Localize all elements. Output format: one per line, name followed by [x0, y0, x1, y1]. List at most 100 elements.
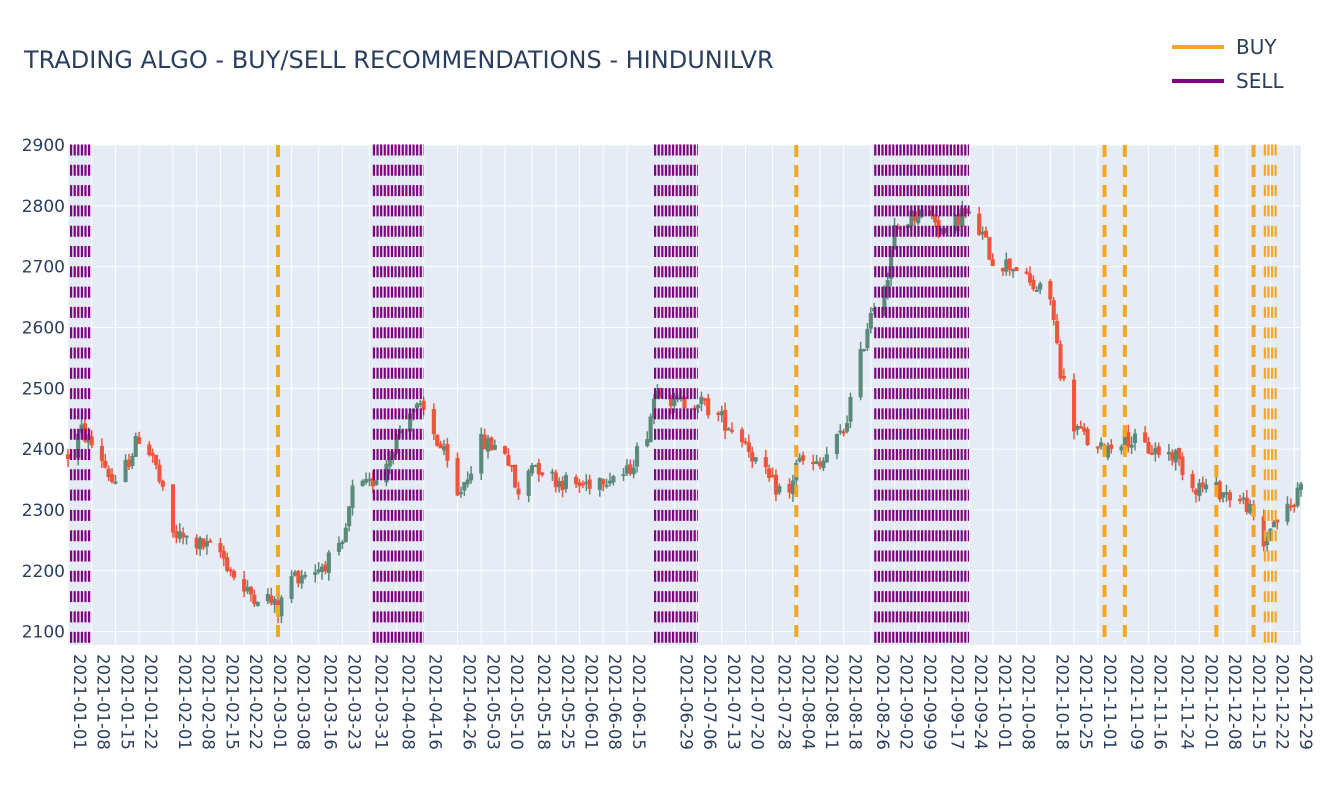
x-tick-label: 2021-01-15 [117, 654, 136, 750]
candle-body [225, 557, 230, 571]
candle-body [563, 475, 568, 489]
candle-body [106, 468, 111, 478]
candle [892, 217, 897, 250]
candle [977, 206, 982, 237]
x-tick-label: 2021-06-01 [581, 654, 600, 750]
candle [1217, 479, 1222, 503]
legend-swatch-buy [1172, 45, 1224, 49]
candle-body [533, 464, 538, 467]
candle-body [326, 552, 331, 573]
candle-body [628, 464, 633, 474]
y-tick-label: 2700 [22, 258, 65, 278]
candle [252, 589, 257, 607]
candle-body [1105, 445, 1110, 458]
candle [1038, 281, 1043, 295]
candle [303, 571, 308, 580]
candle-body [631, 467, 636, 475]
candle [1180, 452, 1185, 481]
candle-body [265, 594, 270, 602]
candle-body [231, 570, 237, 578]
legend-item-buy[interactable]: BUY [1172, 30, 1284, 64]
candles [65, 200, 1304, 624]
candle-body [536, 463, 541, 475]
legend-item-sell[interactable]: SELL [1172, 64, 1284, 98]
candle-body [811, 462, 816, 465]
candle-body [574, 476, 579, 485]
candle-body [635, 446, 640, 467]
candle-body [1298, 483, 1304, 490]
candle-body [103, 460, 108, 468]
x-tick-label: 2021-06-08 [605, 654, 624, 750]
candle-body [99, 445, 104, 461]
candle [479, 427, 484, 480]
candle [773, 469, 779, 502]
candle [360, 479, 365, 487]
candle [1085, 426, 1090, 447]
candle-body [861, 349, 867, 352]
candle-body [743, 441, 748, 444]
candle-body [1004, 259, 1009, 272]
candle [289, 570, 294, 604]
candle [753, 457, 758, 464]
candle-body [865, 328, 870, 349]
candle [170, 484, 176, 538]
candle [506, 448, 511, 467]
x-tick-label: 2021-02-15 [222, 654, 241, 750]
candle-body [174, 531, 179, 538]
candle-body [1027, 273, 1033, 283]
legend[interactable]: BUY SELL [1172, 30, 1284, 98]
candle-body [933, 215, 938, 223]
candle [445, 437, 450, 468]
candle [299, 569, 304, 589]
candle [458, 486, 463, 498]
candle [1058, 340, 1063, 381]
candle [1109, 439, 1114, 454]
candle [1071, 373, 1077, 440]
candle-body [482, 434, 487, 450]
candle-body [729, 429, 734, 432]
candle-body [245, 586, 250, 592]
candle-body [648, 416, 653, 442]
candle-body [1048, 281, 1053, 300]
candle-body [695, 405, 701, 409]
candle [1237, 494, 1243, 504]
candle-body [1055, 321, 1060, 343]
candle-body [364, 479, 369, 483]
candle [147, 441, 152, 457]
candle-body [509, 465, 514, 468]
candle-body [513, 464, 518, 488]
x-tick-label: 2021-04-26 [460, 654, 479, 750]
candle [242, 570, 247, 598]
x-tick-label: 2021-12-22 [1273, 654, 1292, 750]
candle [706, 393, 711, 419]
candle [513, 464, 518, 489]
candle-body [611, 476, 616, 483]
candle-body [726, 428, 731, 431]
candle [587, 474, 592, 495]
candle [455, 452, 460, 497]
candle-body [1119, 446, 1124, 451]
candle [1275, 519, 1280, 530]
y-tick-label: 2500 [22, 379, 65, 399]
candle-body [221, 550, 226, 559]
candle [1197, 478, 1202, 502]
candle [1285, 496, 1290, 526]
candle-body [560, 480, 565, 491]
x-tick-label: 2021-08-04 [798, 654, 817, 750]
candle-body [279, 597, 284, 617]
candle [1061, 368, 1066, 382]
candle [502, 445, 508, 456]
candle [1204, 478, 1209, 493]
candle-body [1034, 289, 1039, 292]
candle-body [218, 543, 223, 553]
candle-body [753, 457, 758, 462]
x-tick-label: 2021-10-25 [1076, 654, 1095, 750]
candle-body [109, 474, 115, 482]
candle [580, 480, 585, 489]
candle-body [577, 482, 582, 487]
candle-body [489, 437, 494, 451]
candle-body [1132, 433, 1138, 443]
candle-body [1190, 474, 1195, 489]
candle [1156, 442, 1161, 458]
